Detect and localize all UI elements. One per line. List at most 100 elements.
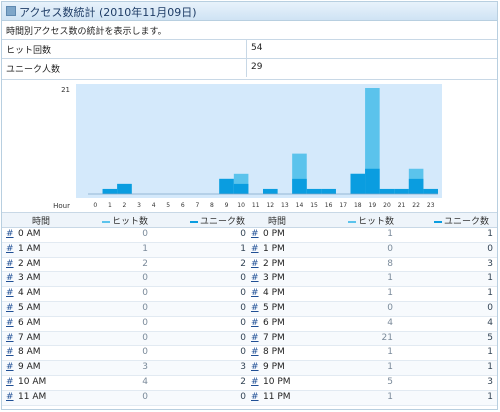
hour-link[interactable]: # [6, 229, 14, 239]
x-tick-label: 19 [369, 202, 377, 209]
hour-link[interactable]: # [6, 258, 14, 269]
hourly-bar-chart: 0 1 2 3 4 5 6 7 8 9 10 11 12 13 14 15 16 17 18 19 20 21 22 2321… [53, 84, 442, 210]
hour-link[interactable]: # [251, 332, 259, 343]
hour-label: 11 AM [18, 391, 47, 402]
time-header: 時間 [268, 217, 287, 227]
unique-bar [219, 178, 234, 194]
unique-value: 0 [240, 347, 246, 358]
unique-bar [233, 183, 249, 194]
hour-link[interactable]: # [6, 362, 14, 373]
hour-link[interactable]: # [251, 347, 259, 358]
hour-label: 6 PM [263, 317, 285, 328]
stat-value: 54 [251, 43, 263, 53]
unique-value: 1 [240, 243, 246, 254]
unique-value: 1 [487, 347, 493, 358]
x-tick-label: 20 [383, 202, 391, 209]
hour-link[interactable]: # [251, 243, 259, 254]
x-tick-label: 14 [296, 202, 304, 209]
table-row: #1 AM 1 1 #1 PM 0 0 [2, 242, 497, 258]
hits-value: 0 [142, 317, 148, 328]
unique-swatch [190, 220, 198, 223]
hour-link[interactable]: # [6, 332, 14, 343]
hits-value: 0 [142, 229, 148, 239]
hour-link[interactable]: # [251, 376, 259, 387]
unique-bar [292, 178, 307, 194]
hour-link[interactable]: # [6, 243, 14, 254]
x-tick-label: 1 [108, 202, 112, 209]
hits-bar [365, 88, 380, 194]
table-row: #10 AM 4 2 #10 PM 5 3 [2, 376, 497, 391]
table-row: #8 AM 0 0 #8 PM 1 1 [2, 346, 497, 362]
hour-link[interactable]: # [251, 258, 259, 269]
hour-link[interactable]: # [6, 317, 14, 328]
table-header: 時間 ヒット数 ユニーク数 時間 ヒット数 ユニーク数 [2, 212, 497, 228]
hour-link[interactable]: # [6, 302, 14, 313]
hour-link[interactable]: # [251, 288, 259, 299]
unique-value: 0 [487, 243, 493, 254]
hour-link[interactable]: # [251, 317, 259, 328]
table-row: #5 AM 0 0 #5 PM 0 0 [2, 301, 497, 317]
chart-area: 0 1 2 3 4 5 6 7 8 9 10 11 12 13 14 15 16 17 18 19 20 21 22 23 21… [2, 79, 497, 211]
hour-label: 0 AM [18, 229, 41, 239]
table-row: #0 AM 0 0 #0 PM 1 1 [2, 228, 497, 243]
x-tick-label: 21 [398, 202, 406, 209]
hour-label: 11 PM [263, 391, 291, 402]
x-tick-label: 4 [152, 202, 156, 209]
unique-value: 1 [487, 273, 493, 284]
y-max-label: 21 [61, 86, 70, 94]
hour-link[interactable]: # [251, 362, 259, 373]
hour-link[interactable]: # [251, 302, 259, 313]
unique-value: 1 [487, 288, 493, 299]
hour-label: 3 PM [263, 273, 285, 284]
x-tick-label: 0 [93, 202, 97, 209]
x-tick-label: 5 [166, 202, 170, 209]
hour-link[interactable]: # [6, 347, 14, 358]
stat-label: ヒット回数 [6, 46, 52, 56]
hits-value: 2 [142, 258, 148, 269]
hour-link[interactable]: # [6, 288, 14, 299]
unique-bar [350, 173, 366, 194]
x-tick-label: 15 [310, 202, 318, 209]
unique-value: 1 [487, 391, 493, 402]
hour-label: 8 PM [263, 347, 285, 358]
unique-value: 0 [240, 302, 246, 313]
time-header: 時間 [32, 217, 51, 227]
hits-value: 0 [142, 288, 148, 299]
hour-label: 5 AM [18, 302, 41, 313]
unique-value: 0 [240, 332, 246, 343]
hour-label: 5 PM [263, 302, 285, 313]
hits-value: 0 [142, 347, 148, 358]
unique-bar [321, 188, 336, 194]
hour-link[interactable]: # [251, 229, 259, 239]
unique-bar [102, 188, 118, 194]
table-row: #6 AM 0 0 #6 PM 4 4 [2, 317, 497, 332]
hour-link[interactable]: # [251, 391, 259, 402]
hits-value: 4 [142, 376, 148, 387]
hits-value: 3 [142, 362, 148, 373]
hourly-table: #0 AM 0 0 #0 PM 1 1 #1 AM 1 1 #1 PM 0 0 #2 AM 2 2 #2 PM… [2, 228, 497, 406]
hits-swatch [102, 220, 110, 223]
hits-value: 0 [387, 302, 393, 313]
hour-link[interactable]: # [251, 273, 259, 284]
table-row: #3 AM 0 0 #3 PM 1 1 [2, 272, 497, 288]
unique-value: 0 [240, 317, 246, 328]
hour-link[interactable]: # [6, 376, 14, 387]
hour-link[interactable]: # [6, 391, 14, 402]
unique-bar [263, 188, 278, 194]
x-tick-label: 3 [137, 202, 141, 209]
unique-value: 1 [487, 229, 493, 239]
x-tick-label: 7 [195, 202, 199, 209]
panel-square-icon [6, 6, 16, 16]
unique-value: 5 [487, 332, 493, 343]
unique-header: ユニーク数 [190, 214, 245, 227]
hour-label: 8 AM [18, 347, 41, 358]
unique-value: 4 [487, 317, 493, 328]
hour-label: 9 AM [18, 362, 41, 373]
hour-label: 6 AM [18, 317, 41, 328]
hits-value: 1 [387, 288, 393, 299]
table-row: #4 AM 0 0 #4 PM 1 1 [2, 287, 497, 302]
stat-row-hits: ヒット回数 54 [2, 39, 497, 58]
x-tick-label: 10 [237, 202, 245, 209]
hour-link[interactable]: # [6, 273, 14, 284]
x-tick-label: 6 [181, 202, 185, 209]
